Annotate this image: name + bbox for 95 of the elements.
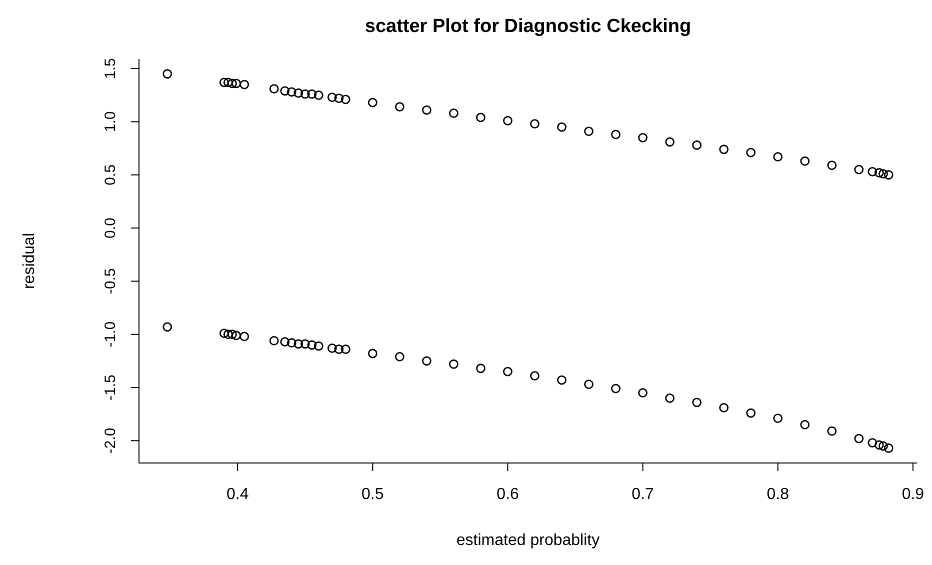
point — [503, 366, 512, 376]
point — [294, 88, 304, 98]
point — [232, 330, 241, 340]
point — [368, 348, 378, 358]
point — [611, 384, 620, 394]
chart-title: scatter Plot for Diagnostic Ckecking — [364, 16, 692, 38]
point — [476, 112, 486, 122]
point — [422, 356, 432, 366]
point — [530, 119, 540, 129]
point — [746, 408, 756, 418]
point — [219, 78, 229, 88]
point — [638, 388, 648, 398]
point — [422, 105, 432, 115]
point — [665, 137, 675, 147]
point — [719, 144, 729, 154]
point — [773, 414, 783, 424]
point — [884, 170, 894, 180]
point — [557, 375, 566, 385]
x-tick-label: 0.4 — [226, 486, 249, 503]
point — [854, 164, 864, 174]
y-tick-label: 1.5 — [102, 58, 119, 79]
point — [800, 156, 810, 166]
point — [874, 440, 884, 450]
point — [162, 69, 172, 79]
y-tick-label: -2.0 — [102, 428, 119, 454]
point — [228, 330, 237, 340]
point — [394, 352, 404, 362]
x-tick-label: 0.6 — [496, 486, 519, 503]
y-tick-label: 0.0 — [102, 218, 119, 238]
point — [530, 371, 540, 381]
point — [228, 78, 237, 88]
point — [314, 90, 324, 100]
point — [327, 343, 337, 353]
point — [300, 339, 310, 349]
point — [286, 87, 296, 97]
point — [334, 344, 344, 354]
x-tick-label: 0.8 — [766, 486, 790, 503]
y-tick-label: -0.5 — [102, 268, 119, 294]
point — [294, 339, 304, 349]
point — [884, 443, 894, 453]
point — [874, 168, 884, 178]
point — [162, 322, 172, 332]
point — [800, 420, 810, 430]
point — [719, 403, 729, 412]
point — [584, 380, 594, 390]
point — [223, 78, 233, 88]
point — [307, 340, 317, 350]
point — [300, 89, 310, 99]
point — [878, 441, 888, 451]
x-tick-label: 0.5 — [362, 486, 384, 503]
point — [449, 108, 458, 118]
point — [269, 336, 279, 346]
point — [240, 332, 250, 342]
point — [692, 140, 702, 150]
point — [327, 92, 337, 102]
point — [827, 426, 837, 436]
y-axis-title: residual — [21, 232, 39, 290]
point — [307, 89, 317, 99]
point — [240, 80, 250, 90]
point — [854, 434, 864, 444]
x-axis-title: estimated probablity — [455, 532, 601, 550]
point — [868, 438, 878, 448]
point — [340, 94, 350, 104]
point — [232, 78, 241, 88]
point — [878, 169, 888, 179]
point — [638, 132, 648, 142]
y-tick-label: 0.5 — [102, 164, 119, 186]
point — [340, 344, 350, 354]
x-tick-label: 0.7 — [632, 486, 654, 503]
point — [286, 338, 296, 348]
point — [280, 337, 290, 346]
point — [611, 130, 620, 140]
point — [557, 122, 566, 132]
point — [219, 328, 229, 338]
point — [269, 84, 279, 94]
point — [692, 398, 702, 408]
point — [476, 364, 486, 374]
point — [827, 160, 837, 170]
point — [394, 102, 404, 112]
y-tick-label: 1.0 — [102, 111, 119, 132]
point — [314, 341, 324, 351]
point — [746, 148, 756, 158]
point — [280, 86, 290, 96]
point — [223, 330, 233, 340]
point — [773, 152, 783, 162]
point — [368, 98, 378, 108]
point — [665, 393, 675, 403]
y-tick-label: -1.0 — [102, 321, 119, 348]
point — [503, 116, 512, 126]
x-tick-label: 0.9 — [902, 486, 924, 503]
point — [868, 166, 878, 176]
point — [334, 94, 344, 104]
point — [584, 126, 594, 136]
y-tick-label: -1.5 — [102, 374, 119, 400]
point — [449, 359, 458, 369]
